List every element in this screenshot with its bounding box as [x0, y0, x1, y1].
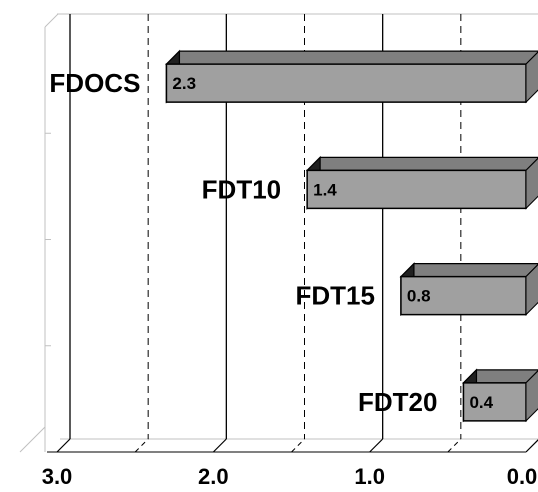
bar-fdocs: 2.3 FDOCS [49, 49, 538, 104]
floor-minor-gridline-0-5 [447, 438, 462, 453]
category-label-fdt10: FDT10 [202, 174, 281, 204]
chart-frame [19, 13, 538, 453]
bar-fdt10: 1.4 FDT10 [202, 155, 538, 210]
floor-minor-gridline-2-5 [134, 438, 149, 453]
bar-top-face [399, 263, 538, 278]
category-label-fdt20: FDT20 [358, 387, 437, 417]
bars: 2.3 FDOCS 1.4 FDT10 0.8 FDT15 0.4 FDT20 [49, 49, 538, 423]
bar-value-label: 1.4 [313, 180, 337, 199]
floor-minor-gridline-1-5 [291, 438, 305, 453]
bar-value-label: 0.8 [407, 287, 431, 306]
bar-fdt15: 0.8 FDT15 [295, 262, 538, 317]
category-label-fdt15: FDT15 [295, 281, 374, 311]
bar-top-face [305, 156, 538, 171]
floor-gridline-1 [369, 438, 384, 453]
floor-gridline-2 [212, 438, 227, 453]
bar-value-label: 2.3 [172, 74, 196, 93]
x-tick-label-3-0: 3.0 [42, 464, 73, 489]
category-label-fdocs: FDOCS [49, 68, 140, 98]
bar-front-face [462, 382, 527, 422]
gridlines [56, 14, 538, 453]
x-tick-label-0-0: 0.0 [507, 464, 538, 489]
bar-value-label: 0.4 [469, 393, 493, 412]
bar-front-face [165, 63, 527, 103]
x-tick-label-2-0: 2.0 [198, 464, 229, 489]
bar-front-face [306, 169, 527, 210]
floor-left-edge [19, 426, 46, 453]
bar-end-face [525, 263, 538, 316]
floor-gridline-3 [56, 438, 71, 453]
x-tick-label-1-0: 1.0 [354, 464, 385, 489]
floor-gridline-0 [525, 439, 538, 453]
bar-top-face [164, 50, 538, 65]
bar-end-face [525, 370, 538, 423]
bar-end-face [525, 157, 538, 210]
bar-front-face [400, 275, 527, 316]
x-axis-ticks: 3.0 2.0 1.0 0.0 [42, 464, 538, 489]
frame-left-wall-top [44, 13, 59, 28]
bar-end-face [525, 51, 538, 104]
bar-fdt20: 0.4 FDT20 [358, 368, 538, 423]
